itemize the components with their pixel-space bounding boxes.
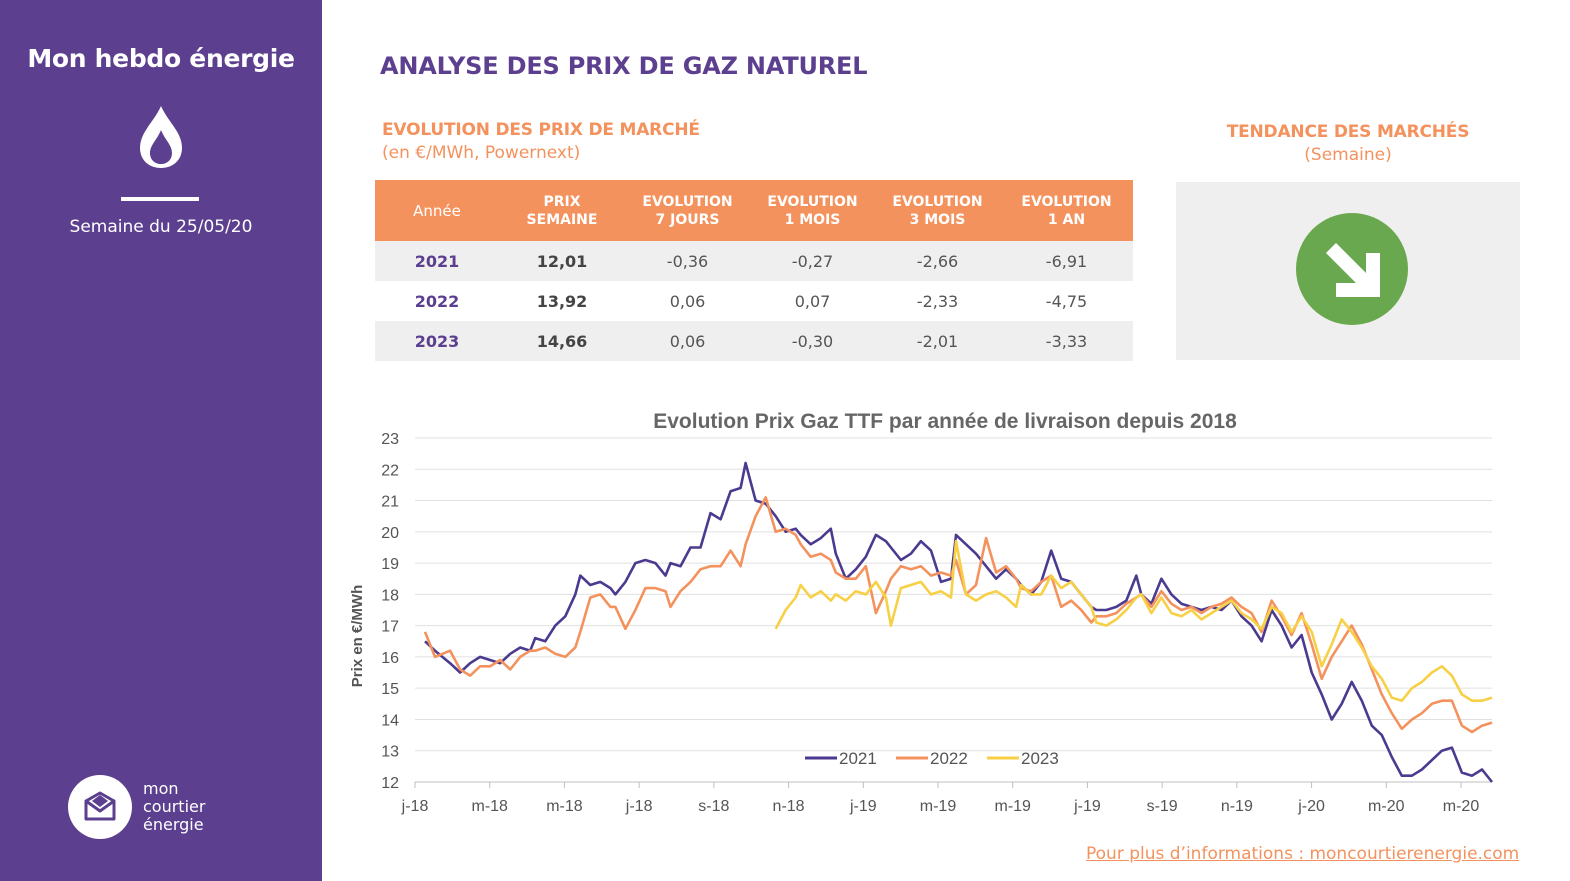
chart-legend: 2021 2022 2023 (805, 749, 1059, 768)
chart-grid (415, 437, 1492, 783)
x-tick-label: n-19 (1221, 798, 1253, 815)
price-table: Année PRIX SEMAINE EVOLUTION 7 JOURS EVOLU… (375, 180, 1133, 361)
chart-y-ticks: 12 13 14 15 16 17 18 19 20 21 22 23 (381, 431, 399, 792)
header-3months: EVOLUTION 3 MOIS (875, 180, 1000, 241)
table-row: 2021 12,01 -0,36 -0,27 -2,66 -6,91 (375, 241, 1133, 281)
cell-price: 13,92 (536, 291, 588, 311)
cell-price: 12,01 (499, 241, 625, 281)
cell-year: 2022 (414, 291, 460, 311)
divider (121, 197, 199, 201)
cell-1year: -3,33 (1000, 321, 1133, 361)
x-tick-label: m-20 (1443, 798, 1480, 815)
x-tick-label: m-19 (920, 798, 957, 815)
brand-title: Mon hebdo énergie (27, 44, 295, 73)
x-tick-label: s-19 (1147, 798, 1178, 815)
table-header-row: Année PRIX SEMAINE EVOLUTION 7 JOURS EVOLU… (375, 180, 1133, 241)
x-tick-label: m-20 (1368, 798, 1405, 815)
table-row: 2023 14,66 0,06 -0,30 -2,01 -3,33 (375, 321, 1133, 361)
y-tick-label: 19 (381, 556, 399, 573)
cell-1month: -0,30 (750, 321, 875, 361)
x-tick-label: m-18 (546, 798, 583, 815)
cell-3months: -2,01 (875, 321, 1000, 361)
y-tick-label: 20 (381, 525, 399, 542)
x-tick-label: s-18 (698, 798, 729, 815)
x-tick-label: m-19 (994, 798, 1031, 815)
legend-label-2022: 2022 (930, 749, 968, 768)
envelope-icon (84, 791, 116, 821)
market-section-title: EVOLUTION DES PRIX DE MARCHÉ (382, 120, 700, 140)
y-tick-label: 14 (381, 712, 399, 729)
header-1year: EVOLUTION 1 AN (1000, 180, 1133, 241)
header-year: Année (375, 180, 499, 241)
logo-line: énergie (143, 815, 204, 834)
x-tick-label: j-18 (625, 798, 653, 815)
cell-1year: -4,75 (1045, 291, 1088, 311)
header-1month: EVOLUTION 1 MOIS (750, 180, 875, 241)
y-tick-label: 23 (381, 431, 399, 448)
x-tick-label: m-18 (471, 798, 508, 815)
cell-3months: -2,66 (875, 241, 1000, 281)
y-tick-label: 18 (381, 587, 399, 604)
cell-price: 14,66 (499, 321, 625, 361)
logo (68, 775, 132, 839)
chart-x-ticks: j-18 m-18 m-18 j-18 s-18 n-18 j-19 m-19 m-19 j-19… (401, 782, 1480, 815)
cell-year: 2023 (375, 321, 499, 361)
y-tick-label: 13 (381, 744, 399, 761)
cell-7days: 0,06 (669, 291, 706, 311)
chart-title: Evolution Prix Gaz TTF par année de livr… (653, 410, 1237, 433)
y-tick-label: 22 (381, 462, 399, 479)
y-tick-label: 15 (381, 681, 399, 698)
cell-1year: -6,91 (1000, 241, 1133, 281)
logo-text: mon courtier énergie (143, 780, 205, 834)
legend-label-2021: 2021 (839, 749, 877, 768)
x-tick-label: j-19 (1073, 798, 1101, 815)
series-line-2023 (774, 539, 1493, 703)
header-7days: EVOLUTION 7 JOURS (625, 180, 750, 241)
trend-title: TENDANCE DES MARCHÉS (1226, 122, 1470, 142)
page-title: ANALYSE DES PRIX DE GAZ NATUREL (380, 52, 868, 80)
x-tick-label: n-18 (773, 798, 805, 815)
cell-7days: -0,36 (625, 241, 750, 281)
chart-series (423, 461, 1494, 783)
y-tick-label: 16 (381, 650, 399, 667)
week-label: Semaine du 25/05/20 (69, 217, 253, 237)
header-price: PRIX SEMAINE (499, 180, 625, 241)
info-link[interactable]: Pour plus d’informations : moncourtieren… (1086, 844, 1520, 864)
series-line-2021 (424, 461, 1494, 783)
logo-line: courtier (143, 797, 206, 816)
arrow-down-right-icon (1296, 213, 1408, 325)
price-chart: Evolution Prix Gaz TTF par année de livr… (349, 410, 1494, 815)
x-tick-label: j-20 (1297, 798, 1325, 815)
table-row: 2022 13,92 0,06 0,07 -2,33 -4,75 (375, 281, 1133, 321)
cell-year: 2021 (375, 241, 499, 281)
y-tick-label: 17 (381, 619, 399, 636)
y-tick-label: 12 (381, 775, 399, 792)
chart-y-axis-label: Prix en €/MWh (349, 585, 366, 688)
logo-line: mon (143, 779, 179, 798)
x-tick-label: j-19 (849, 798, 877, 815)
trend-subtitle: (Semaine) (1304, 145, 1392, 165)
market-section-subtitle: (en €/MWh, Powernext) (382, 143, 581, 163)
cell-3months: -2,33 (916, 291, 959, 311)
cell-1month: 0,07 (794, 291, 831, 311)
sidebar: Mon hebdo énergie Semaine du 25/05/20 mo… (0, 0, 322, 881)
x-tick-label: j-18 (401, 798, 429, 815)
cell-7days: 0,06 (625, 321, 750, 361)
flame-icon (140, 106, 182, 168)
cell-1month: -0,27 (750, 241, 875, 281)
legend-label-2023: 2023 (1021, 749, 1059, 768)
series-line-2022 (423, 496, 1493, 734)
y-tick-label: 21 (381, 494, 399, 511)
